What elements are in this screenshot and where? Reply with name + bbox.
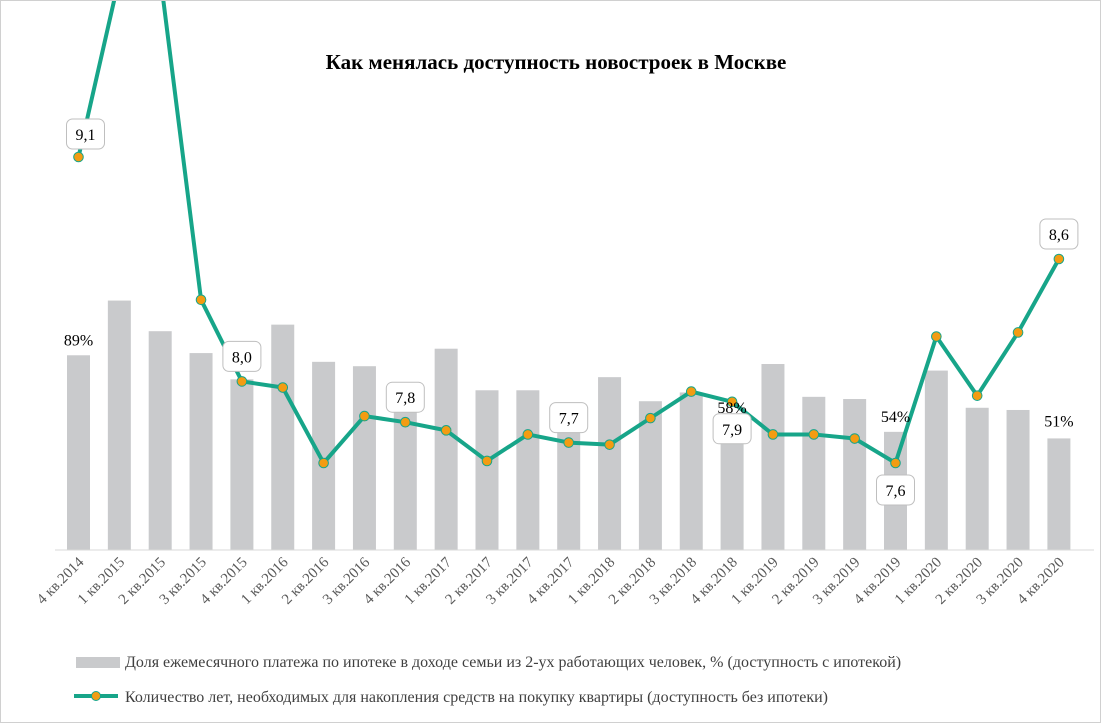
line-point bbox=[645, 412, 656, 424]
line-label-box bbox=[66, 118, 105, 150]
bar bbox=[1006, 409, 1030, 550]
bar bbox=[638, 401, 662, 550]
line-point bbox=[604, 439, 615, 450]
line-label-box bbox=[549, 402, 589, 434]
line-point bbox=[726, 396, 738, 408]
bar bbox=[148, 331, 172, 550]
bar bbox=[720, 423, 744, 550]
line-point bbox=[359, 410, 370, 422]
line-data-label: 8,6 bbox=[1049, 227, 1069, 244]
bar bbox=[271, 324, 295, 550]
line-point bbox=[522, 429, 534, 440]
line-data-label: 7,6 bbox=[886, 483, 906, 500]
bar bbox=[107, 300, 131, 550]
labels-layer: 89%78%66%56%58%54%51%9,18,07,87,77,97,68… bbox=[64, 118, 1079, 506]
bar-data-label: 89% bbox=[64, 332, 93, 349]
line-point bbox=[849, 433, 860, 444]
line-data-label: 7,8 bbox=[395, 390, 415, 407]
line-data-label: 7,7 bbox=[559, 411, 579, 428]
bar bbox=[230, 379, 254, 550]
legend-bar-label: Доля ежемесячного платежа по ипотеке в д… bbox=[125, 654, 901, 671]
line-point bbox=[971, 390, 983, 401]
line-label-box bbox=[385, 381, 425, 413]
line-layer bbox=[73, 1, 1065, 469]
bar bbox=[67, 355, 90, 550]
line-point bbox=[808, 429, 820, 440]
line-point bbox=[481, 455, 493, 467]
line-label-box bbox=[1039, 218, 1079, 250]
line-point bbox=[563, 437, 575, 448]
bar bbox=[434, 348, 458, 550]
line-point bbox=[685, 386, 697, 397]
line-point bbox=[318, 457, 329, 469]
bars-layer bbox=[67, 300, 1071, 550]
bar bbox=[802, 396, 826, 550]
bar bbox=[924, 370, 948, 550]
line-data-label: 8,0 bbox=[232, 349, 252, 366]
bar bbox=[679, 392, 703, 550]
line-point bbox=[73, 151, 84, 163]
bar bbox=[965, 407, 989, 550]
bar bbox=[312, 361, 336, 550]
legend-line-marker bbox=[91, 691, 101, 701]
line-point bbox=[890, 457, 901, 469]
line-point bbox=[236, 376, 248, 387]
line-point bbox=[440, 425, 452, 436]
bar bbox=[598, 377, 622, 550]
legend-line-label: Количество лет, необходимых для накоплен… bbox=[125, 689, 828, 706]
bar bbox=[393, 405, 417, 550]
line-point bbox=[767, 429, 779, 440]
legend-bar-swatch bbox=[76, 657, 120, 668]
line-point bbox=[1053, 253, 1065, 265]
line-data-label: 7,9 bbox=[722, 422, 742, 439]
line-point bbox=[931, 331, 942, 342]
bar bbox=[761, 364, 785, 550]
bar bbox=[516, 390, 540, 550]
legend: Доля ежемесячного платежа по ипотеке в д… bbox=[74, 654, 901, 706]
bar bbox=[352, 366, 376, 550]
line-label-box bbox=[222, 340, 262, 372]
bar bbox=[843, 399, 867, 550]
bar bbox=[1047, 438, 1071, 550]
line-label-box bbox=[712, 413, 752, 445]
bar bbox=[189, 353, 213, 550]
bar-data-label: 58% bbox=[717, 400, 746, 417]
line-data-label: 9,1 bbox=[76, 127, 96, 144]
bar bbox=[557, 427, 581, 550]
line-point bbox=[277, 382, 289, 393]
line-point bbox=[400, 416, 411, 428]
line-point bbox=[1012, 327, 1024, 338]
bar bbox=[475, 390, 499, 550]
chart-title: Как менялась доступность новостроек в Мо… bbox=[326, 50, 787, 74]
line-label-box bbox=[876, 474, 915, 506]
bar-data-label: 54% bbox=[881, 409, 910, 426]
bar-data-label: 51% bbox=[1044, 413, 1073, 430]
line-point bbox=[195, 294, 207, 306]
